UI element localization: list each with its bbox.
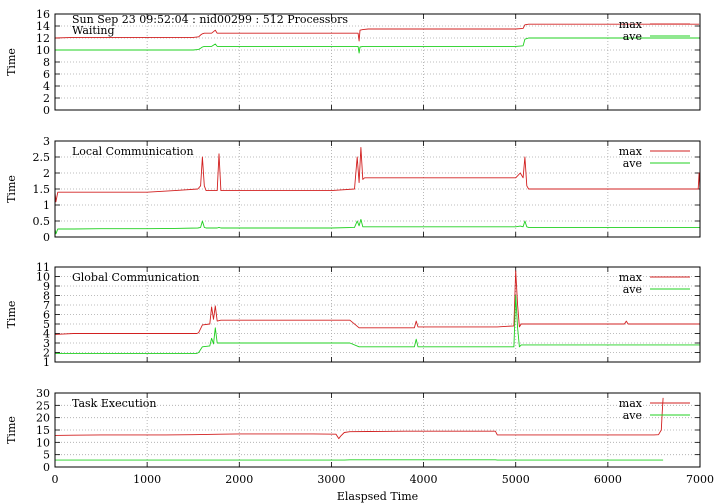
- y-tick-label: 0: [43, 231, 50, 244]
- y-tick-label: 8: [43, 56, 50, 69]
- y-axis-label: Time: [5, 175, 18, 203]
- panel-2: 0 0.5 1 1.5 2 2.5 3 Time Local Communication maxa…: [5, 135, 701, 244]
- legend-label-ave: ave: [623, 30, 642, 43]
- y-tick-label: 11: [36, 261, 50, 274]
- y-axis-label: Time: [5, 416, 18, 444]
- legend-label-max: max: [619, 145, 643, 158]
- legend-label-max: max: [619, 397, 643, 410]
- y-tick-label: 10: [36, 271, 50, 284]
- y-tick-label: 8: [43, 290, 50, 303]
- chart-header: Sun Sep 23 09:52:04 : nid00299 : 512 Pro…: [72, 13, 348, 26]
- x-tick-label: 4000: [410, 473, 438, 486]
- series-line-max: [54, 146, 701, 203]
- x-tick-label: 7000: [686, 473, 714, 486]
- x-tick-label: 0: [52, 473, 59, 486]
- series-line-max: [54, 270, 700, 335]
- x-tick-label: 6000: [594, 473, 622, 486]
- series-line-ave: [55, 295, 700, 354]
- x-tick-label: 5000: [502, 473, 530, 486]
- y-tick-label: 5: [43, 318, 50, 331]
- y-tick-label: 1.5: [33, 183, 51, 196]
- y-tick-label: 4: [43, 80, 50, 93]
- plot-frame: [54, 392, 701, 468]
- y-tick-label: 9: [43, 280, 50, 293]
- y-tick-label: 30: [36, 387, 50, 400]
- legend-label-ave: ave: [623, 283, 642, 296]
- y-tick-label: 10: [36, 44, 50, 57]
- y-tick-label: 0: [43, 461, 50, 474]
- panel-title: Local Communication: [72, 145, 194, 158]
- y-tick-label: 5: [43, 449, 50, 462]
- series-line-ave: [55, 37, 700, 54]
- y-tick-label: 15: [36, 424, 50, 437]
- y-tick-label: 3: [43, 135, 50, 148]
- plot-frame: [54, 13, 701, 111]
- panel-title: Global Communication: [72, 271, 200, 284]
- y-tick-label: 6: [43, 309, 50, 322]
- panel-title: Task Execution: [72, 397, 156, 410]
- y-tick-label: 0.5: [33, 215, 51, 228]
- y-tick-label: 2: [43, 167, 50, 180]
- legend-label-ave: ave: [623, 409, 642, 422]
- legend-label-max: max: [619, 271, 643, 284]
- x-tick-label: 3000: [317, 473, 345, 486]
- y-tick-label: 20: [36, 412, 50, 425]
- y-axis-label: Time: [5, 301, 18, 329]
- y-tick-label: 4: [43, 328, 50, 341]
- x-tick-label: 2000: [225, 473, 253, 486]
- x-tick-label: 1000: [133, 473, 161, 486]
- y-tick-label: 6: [43, 68, 50, 81]
- series-line-ave: [54, 218, 700, 235]
- y-tick-label: 25: [36, 399, 50, 412]
- y-tick-label: 2.5: [33, 151, 51, 164]
- y-tick-label: 1: [43, 199, 50, 212]
- y-axis-label: Time: [5, 48, 18, 76]
- y-tick-label: 16: [36, 8, 50, 21]
- legend-label-ave: ave: [623, 157, 642, 170]
- y-tick-label: 14: [36, 20, 50, 33]
- series-line-max: [54, 23, 700, 42]
- y-tick-label: 3: [43, 337, 50, 350]
- y-tick-label: 12: [36, 32, 50, 45]
- panel-title: Waiting: [72, 24, 115, 37]
- y-tick-label: 10: [36, 436, 50, 449]
- y-tick-label: 2: [43, 92, 50, 105]
- series-line-max: [54, 397, 664, 440]
- y-tick-label: 2: [43, 347, 50, 360]
- plot-frame: [54, 266, 701, 363]
- y-tick-label: 0: [43, 104, 50, 117]
- legend-label-max: max: [619, 18, 643, 31]
- y-tick-label: 1: [43, 356, 50, 369]
- plot-frame: [54, 140, 701, 238]
- x-axis-label: Elaspsed Time: [337, 490, 418, 503]
- y-tick-label: 7: [43, 299, 50, 312]
